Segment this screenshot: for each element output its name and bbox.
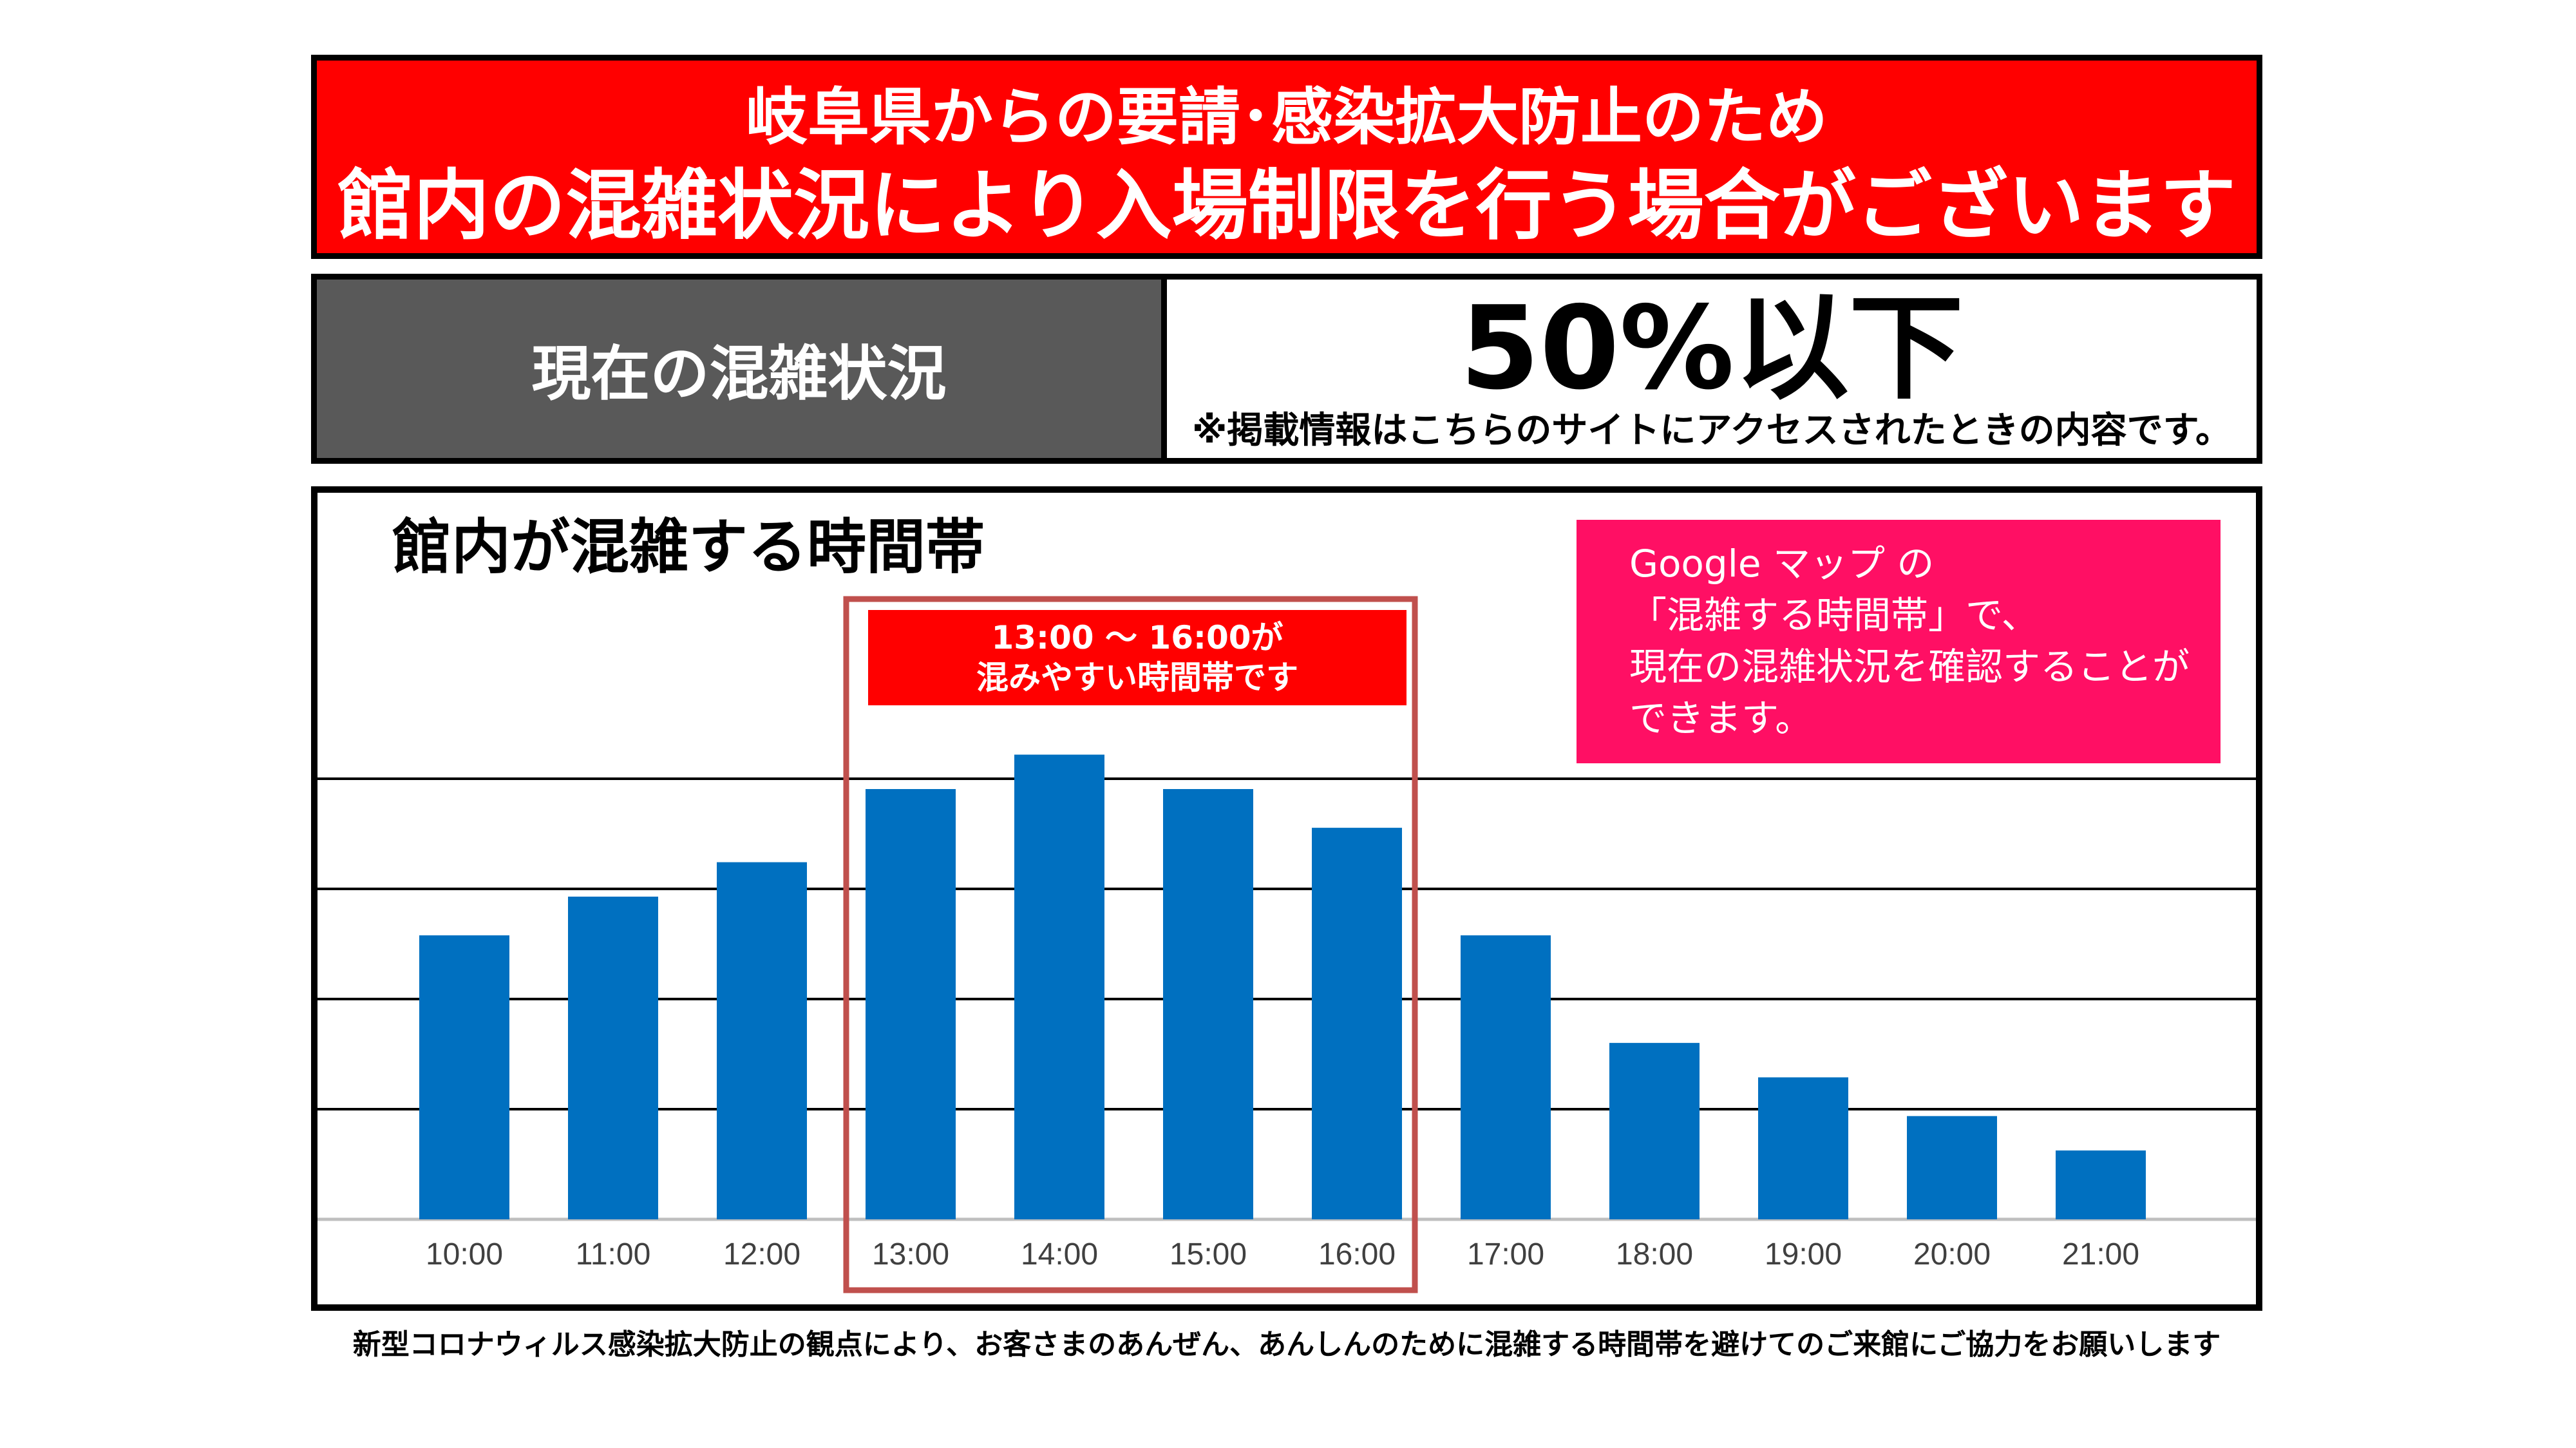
bar-1700	[1461, 935, 1551, 1219]
bar-1000	[419, 935, 509, 1219]
peak-hours-line-1: 13:00 ～ 16:00が	[991, 619, 1283, 656]
bar-2100	[2056, 1150, 2146, 1219]
bar-2000	[1907, 1116, 1997, 1219]
peak-hours-line-2: 混みやすい時間帯です	[976, 659, 1298, 696]
bar-1100	[568, 897, 658, 1219]
bar-1900	[1758, 1077, 1848, 1219]
bar-1800	[1609, 1043, 1700, 1219]
chart-title: 館内が混雑する時間帯	[392, 513, 985, 582]
x-tick-label: 16:00	[1318, 1237, 1396, 1272]
peak-hours-highlight	[843, 596, 1418, 1293]
status-value: 50%以下	[1459, 281, 1964, 415]
congestion-status-panel: 現在の混雑状況 50%以下 ※掲載情報はこちらのサイトにアクセスされたときの内容…	[311, 274, 2262, 464]
busy-times-chart: 10:00 11:00 12:00 13:00 14:00 15:00 16:00 17:00…	[317, 596, 2256, 1293]
x-tick-label: 18:00	[1616, 1237, 1693, 1272]
google-maps-info-box: Google マップ の 「混雑する時間帯」で、 現在の混雑状況を確認することが…	[1577, 520, 2221, 763]
warning-banner: 岐阜県からの要請･感染拡大防止のため 館内の混雑状況により入場制限を行う場合がご…	[311, 55, 2262, 259]
x-tick-label: 11:00	[576, 1237, 651, 1272]
x-tick-label: 14:00	[1021, 1237, 1098, 1272]
x-tick-label: 12:00	[723, 1237, 800, 1272]
info-line-3: 現在の混雑状況を確認することが	[1629, 645, 2190, 689]
x-tick-label: 17:00	[1467, 1237, 1544, 1272]
info-line-1: Google マップ の	[1629, 542, 1935, 586]
x-tick-label: 21:00	[2062, 1237, 2139, 1272]
info-line-2: 「混雑する時間帯」で、	[1629, 593, 2039, 637]
x-tick-label: 15:00	[1170, 1237, 1247, 1272]
banner-line-2: 館内の混雑状況により入場制限を行う場合がございます	[337, 161, 2236, 250]
banner-line-1: 岐阜県からの要請･感染拡大防止のため	[746, 81, 1828, 153]
x-tick-label: 19:00	[1765, 1237, 1842, 1272]
bar-1600	[1312, 828, 1402, 1219]
busy-times-chart-panel: 10:00 11:00 12:00 13:00 14:00 15:00 16:00 17:00…	[311, 486, 2262, 1311]
x-tick-label: 13:00	[872, 1237, 949, 1272]
info-line-4: できます。	[1629, 696, 1813, 740]
x-tick-label: 20:00	[1913, 1237, 1991, 1272]
peak-hours-label: 13:00 ～ 16:00が 混みやすい時間帯です	[868, 610, 1406, 705]
status-label: 現在の混雑状況	[317, 280, 1167, 458]
bar-1300	[866, 789, 956, 1219]
bar-1500	[1163, 789, 1253, 1219]
footer-notice: 新型コロナウィルス感染拡大防止の観点により、お客さまのあんぜん、あんしんのために…	[352, 1328, 2221, 1361]
bar-1400	[1014, 754, 1104, 1219]
bar-1200	[717, 862, 807, 1219]
status-note: ※掲載情報はこちらのサイトにアクセスされたときの内容です。	[1191, 410, 2232, 452]
x-tick-label: 10:00	[426, 1237, 503, 1272]
